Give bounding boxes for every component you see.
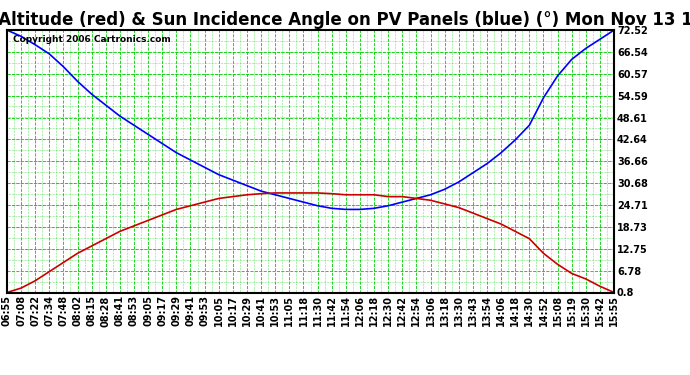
Text: Copyright 2006 Cartronics.com: Copyright 2006 Cartronics.com: [13, 35, 170, 44]
Text: Sun Altitude (red) & Sun Incidence Angle on PV Panels (blue) (°) Mon Nov 13 15:5: Sun Altitude (red) & Sun Incidence Angle…: [0, 11, 690, 29]
